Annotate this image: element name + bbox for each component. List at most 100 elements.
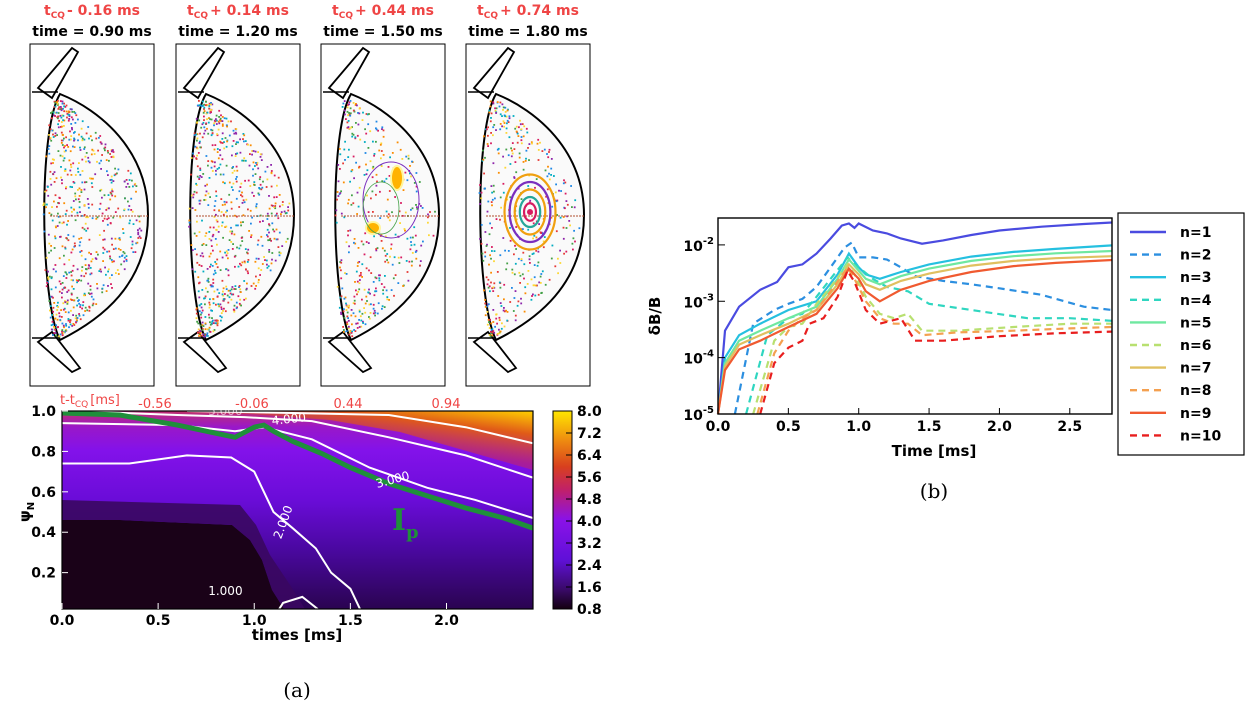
poincare-point (547, 156, 550, 159)
poincare-point (239, 138, 241, 141)
poincare-point (70, 135, 73, 137)
poincare-point (138, 227, 141, 230)
poincare-point (344, 272, 346, 274)
poincare-point (59, 114, 62, 117)
poincare-point (491, 191, 493, 194)
poincare-point (377, 129, 379, 132)
poincare-point (544, 169, 547, 172)
poincare-point (345, 309, 348, 311)
poincare-point (403, 228, 406, 230)
poincare-point (214, 261, 217, 263)
poincare-point (505, 148, 508, 151)
ip-curve (62, 411, 533, 531)
poincare-point (61, 245, 64, 248)
poincare-point (214, 238, 217, 240)
poincare-point (504, 249, 506, 252)
poincare-point (107, 151, 109, 154)
poincare-point (410, 264, 413, 267)
poincare-point (94, 131, 97, 134)
poincare-point (105, 209, 108, 211)
poincare-point (408, 260, 411, 263)
poincare-point (565, 200, 568, 202)
poincare-point (63, 157, 66, 160)
poincare-point (203, 106, 206, 109)
poincare-point (501, 125, 503, 128)
poincare-point (564, 192, 567, 195)
poincare-point (268, 195, 270, 197)
poincare-point (266, 228, 269, 231)
poincare-point (231, 286, 234, 288)
poincare-point (385, 210, 388, 213)
poincare-point (241, 191, 243, 194)
poincare-point (271, 258, 273, 261)
poincare-point (375, 184, 378, 187)
poincare-point (211, 144, 214, 147)
poincare-point (202, 173, 205, 175)
poincare-point (543, 148, 546, 151)
poincare-point (102, 220, 104, 222)
poincare-header: tCQ - 0.16 ms (44, 3, 140, 21)
poincare-point (358, 274, 361, 277)
poincare-point (347, 230, 350, 232)
poincare-point (197, 276, 200, 279)
poincare-point (350, 126, 353, 129)
poincare-point (227, 249, 230, 251)
poincare-point (45, 256, 48, 259)
poincare-point (347, 126, 350, 128)
contour-label: 1.000 (208, 584, 242, 598)
poincare-point (346, 305, 348, 308)
poincare-point (207, 279, 209, 282)
poincare-point (72, 162, 75, 165)
poincare-point (399, 148, 402, 151)
poincare-point (276, 238, 279, 241)
poincare-point (249, 144, 252, 147)
poincare-point (52, 173, 55, 176)
poincare-point (484, 251, 487, 254)
poincare-point (193, 232, 196, 235)
poincare-point (111, 261, 114, 263)
poincare-point (66, 302, 69, 305)
poincare-point (232, 166, 234, 168)
poincare-point (497, 152, 500, 155)
poincare-point (343, 100, 346, 102)
poincare-point (414, 251, 417, 253)
x-tick-label: 0.0 (50, 613, 75, 629)
poincare-point (397, 256, 400, 259)
poincare-point (55, 270, 57, 273)
poincare-point (535, 178, 538, 180)
poincare-point (220, 316, 223, 319)
poincare-point (55, 334, 57, 337)
poincare-point (221, 138, 224, 140)
poincare-point (490, 281, 492, 284)
poincare-point (198, 178, 201, 180)
poincare-point (95, 251, 98, 253)
poincare-point (492, 309, 495, 311)
poincare-point (75, 279, 78, 282)
poincare-point (353, 241, 355, 244)
colorbar-tick-label: 4.0 (577, 514, 602, 530)
poincare-point (360, 272, 362, 274)
poincare-point (198, 296, 201, 299)
poincare-point (526, 131, 529, 134)
poincare-point (210, 285, 213, 288)
poincare-point (339, 168, 341, 170)
poincare-point (132, 251, 135, 253)
poincare-point (205, 190, 208, 193)
poincare-point (381, 247, 384, 250)
poincare-point (135, 190, 137, 193)
poincare-point (52, 334, 54, 336)
poincare-point (569, 224, 571, 227)
poincare-point (358, 319, 360, 321)
poincare-point (220, 312, 223, 314)
poincare-point (64, 301, 67, 304)
poincare-point (427, 213, 429, 216)
poincare-point (234, 155, 237, 157)
poincare-point (359, 274, 362, 276)
poincare-point (90, 153, 93, 156)
poincare-point (496, 148, 499, 151)
poincare-point (387, 216, 390, 219)
poincare-point (379, 143, 382, 146)
poincare-point (405, 155, 408, 158)
poincare-point (551, 205, 554, 208)
poincare-point (572, 237, 575, 240)
